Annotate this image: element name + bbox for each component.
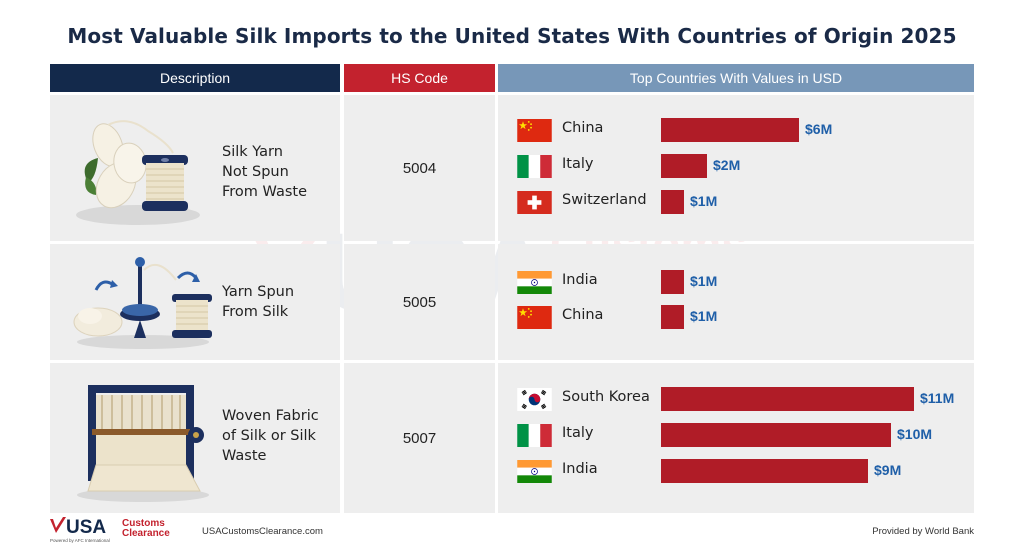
value-bar <box>661 423 891 447</box>
silk-yarn-spool-icon <box>76 120 200 225</box>
country-entry: India $1M <box>498 269 974 295</box>
south-korea-flag-icon <box>516 388 553 411</box>
value-label: $6M <box>805 121 833 137</box>
value-label: $11M <box>920 390 955 406</box>
value-label: $1M <box>690 273 718 289</box>
product-description: Woven Fabric of Silk or Silk Waste <box>222 408 319 464</box>
website-url[interactable]: USACustomsClearance.com <box>202 526 323 537</box>
table-row: Yarn Spun From Silk 5005 India $1M China $1… <box>50 244 974 360</box>
value-bar <box>661 190 684 214</box>
country-entry: India $9M <box>498 458 974 484</box>
italy-flag-icon <box>516 424 553 447</box>
value-label: $1M <box>690 308 718 324</box>
product-description: Silk Yarn Not Spun From Waste <box>222 144 307 200</box>
value-bar <box>661 387 914 411</box>
value-label: $1M <box>690 193 718 209</box>
header-hs-code: HS Code <box>344 64 495 92</box>
italy-flag-icon <box>516 155 553 178</box>
hs-code-cell: 5005 <box>344 244 495 360</box>
hs-code-cell: 5004 <box>344 95 495 241</box>
page-title: Most Valuable Silk Imports to the United… <box>67 24 957 48</box>
countries-cell: China $6M Italy $2M Switzerland $1M <box>498 95 974 241</box>
country-entry: China $6M <box>498 117 974 143</box>
data-source: Provided by World Bank <box>872 526 974 537</box>
spinning-wheel-icon <box>73 257 212 349</box>
value-bar <box>661 118 799 142</box>
country-entry: Italy $10M <box>498 422 974 448</box>
description-cell: Silk Yarn Not Spun From Waste <box>50 95 340 241</box>
logo-usa: USA <box>66 517 106 538</box>
country-name: Italy <box>562 156 594 172</box>
india-flag-icon <box>516 271 553 294</box>
value-bar <box>661 270 684 294</box>
value-bar <box>661 154 707 178</box>
china-flag-icon <box>516 306 553 329</box>
hs-code-cell: 5007 <box>344 363 495 513</box>
value-label: $9M <box>874 462 902 478</box>
country-name: Italy <box>562 425 594 441</box>
country-name: Switzerland <box>562 192 647 208</box>
table-row: Silk Yarn Not Spun From Waste 5004 China… <box>50 95 974 241</box>
country-name: India <box>562 272 598 288</box>
countries-cell: India $1M China $1M <box>498 244 974 360</box>
countries-cell: South Korea $11M Italy $10M India $9M <box>498 363 974 513</box>
usa-customs-clearance-logo: USA Customs Clearance Powered by AFC Int… <box>50 517 170 543</box>
header-top-countries: Top Countries With Values in USD <box>498 64 974 92</box>
header-description: Description <box>50 64 340 92</box>
logo-tagline: Powered by AFC International <box>50 538 110 543</box>
table-row: Woven Fabric of Silk or Silk Waste 5007 … <box>50 363 974 513</box>
loom-icon <box>77 385 209 502</box>
country-entry: Switzerland $1M <box>498 189 974 215</box>
value-bar <box>661 305 684 329</box>
description-cell: Woven Fabric of Silk or Silk Waste <box>50 363 340 513</box>
description-cell: Yarn Spun From Silk <box>50 244 340 360</box>
value-label: $2M <box>713 157 741 173</box>
country-name: China <box>562 307 604 323</box>
india-flag-icon <box>516 460 553 483</box>
country-entry: Italy $2M <box>498 153 974 179</box>
country-entry: China $1M <box>498 304 974 330</box>
product-description: Yarn Spun From Silk <box>222 284 295 320</box>
switzerland-flag-icon <box>516 191 553 214</box>
china-flag-icon <box>516 119 553 142</box>
country-name: India <box>562 461 598 477</box>
value-bar <box>661 459 868 483</box>
country-name: China <box>562 120 604 136</box>
country-entry: South Korea $11M <box>498 386 974 412</box>
logo-clearance: Clearance <box>122 528 170 539</box>
country-name: South Korea <box>562 389 650 405</box>
value-label: $10M <box>897 426 933 442</box>
logo-customs: Customs <box>122 518 165 529</box>
